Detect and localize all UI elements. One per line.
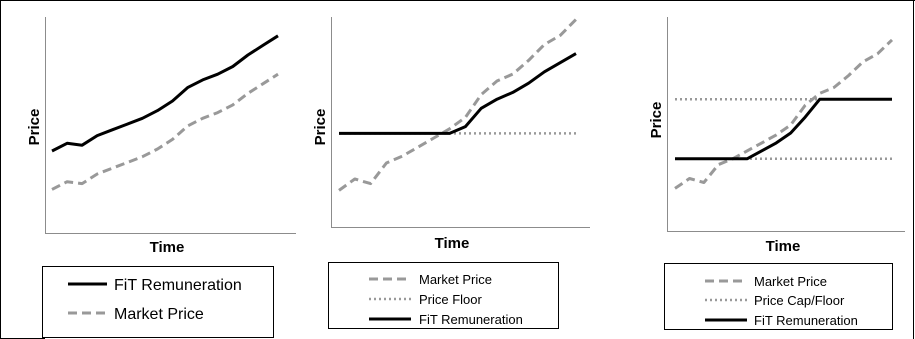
chart-3-series-market-price [674,38,894,190]
legend-item-market-price: Market Price [705,274,827,289]
chart-3-legend-box [664,263,893,330]
legend-label-price-floor: Price Floor [419,292,483,307]
chart-2-x-axis-label: Time [435,235,470,252]
legend-label-fit-remuneration: FiT Remuneration [754,313,858,328]
legend-label-market-price: Market Price [754,274,827,289]
chart-1-legend-box [42,266,274,338]
chart-2-y-axis-label: Price [312,109,329,146]
legend-item-fit-remuneration: FiT Remuneration [68,277,242,294]
chart-1-x-axis-label: Time [150,239,185,256]
chart-1-series-market-price [51,72,279,191]
chart-2-axes [331,17,590,228]
legend-item-market-price: Market Price [369,272,492,287]
legend-item-fit-remuneration: FiT Remuneration [705,313,858,328]
chart-1-plot [51,34,279,191]
legend-item-price-floor: Price Floor [369,292,483,307]
chart-2-series-fit-remuneration [339,52,577,135]
legend-item-market-price: Market Price [68,306,204,323]
legend-label-fit-remuneration: FiT Remuneration [419,312,523,327]
legend-label-price-cap-floor: Price Cap/Floor [754,293,845,308]
chart-1-y-axis-label: Price [26,109,43,146]
chart-3-axes [667,17,905,232]
chart-2-plot [338,18,578,192]
chart-1-legend: FiT Remuneration Market Price [42,266,274,338]
chart-1: Price Time [26,17,296,256]
chart-2: Price Time [312,17,590,252]
chart-2-series-market-price [338,18,578,192]
chart-3-legend: Market Price Price Cap/Floor FiT Remuner… [664,263,893,330]
legend-item-price-cap-floor: Price Cap/Floor [705,293,845,308]
chart-2-legend-box [328,262,559,329]
chart-3: Price Time [648,17,905,255]
legend-label-fit-remuneration: FiT Remuneration [114,277,242,294]
chart-1-axes [45,17,296,234]
chart-3-series-fit-remuneration [675,97,892,161]
legend-label-market-price: Market Price [114,306,204,323]
chart-3-x-axis-label: Time [766,238,801,255]
legend-label-market-price: Market Price [419,272,492,287]
chart-2-legend: Market Price Price Floor FiT Remuneratio… [328,262,559,329]
chart-3-plot [674,38,894,190]
chart-3-y-axis-label: Price [648,102,665,139]
chart-1-series-fit-remuneration [51,34,279,153]
legend-item-fit-remuneration: FiT Remuneration [369,312,523,327]
